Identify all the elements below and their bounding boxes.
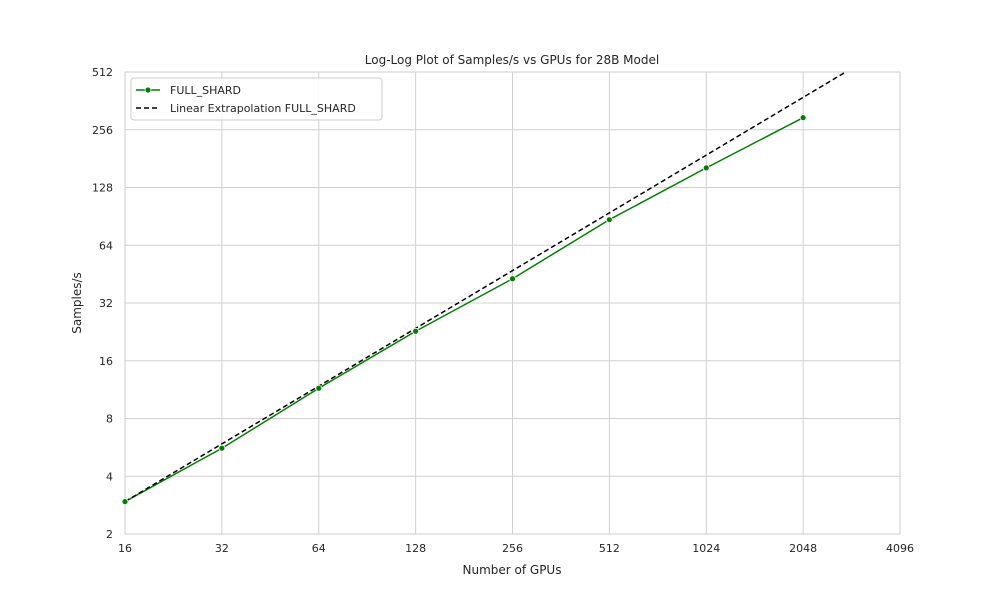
x-tick-label-16: 16 <box>118 542 132 555</box>
data-point-full-shard-128 <box>412 327 420 335</box>
x-tick-label-128: 128 <box>405 542 426 555</box>
y-axis-label: Samples/s <box>70 272 84 334</box>
y-tick-label-2: 2 <box>106 528 113 541</box>
x-tick-label-2048: 2048 <box>789 542 817 555</box>
y-tick-label-16: 16 <box>99 355 113 368</box>
x-axis-label: Number of GPUs <box>463 563 562 577</box>
y-tick-label-8: 8 <box>106 413 113 426</box>
x-tick-label-512: 512 <box>599 542 620 555</box>
series-line-full-shard <box>125 116 804 503</box>
y-tick-label-128: 128 <box>92 182 113 195</box>
series-group <box>125 72 848 503</box>
y-tick-label-256: 256 <box>92 124 113 137</box>
x-tick-label-32: 32 <box>215 542 229 555</box>
legend-marker-full-shard <box>144 86 152 94</box>
x-tick-label-64: 64 <box>312 542 326 555</box>
y-tick-label-4: 4 <box>106 470 113 483</box>
data-point-full-shard-1024 <box>702 164 710 172</box>
x-tick-label-4096: 4096 <box>886 542 914 555</box>
data-point-full-shard-16 <box>121 498 129 506</box>
y-tick-label-512: 512 <box>92 66 113 79</box>
legend-label-full-shard: FULL_SHARD <box>170 84 241 97</box>
data-point-full-shard-32 <box>218 444 226 452</box>
data-point-full-shard-2048 <box>799 114 807 122</box>
legend: FULL_SHARD Linear Extrapolation FULL_SHAR… <box>130 77 383 121</box>
plot-frame <box>124 71 901 535</box>
y-tick-label-32: 32 <box>99 297 113 310</box>
series-line-extrapolation <box>125 72 848 503</box>
y-tick-label-64: 64 <box>99 239 113 252</box>
x-tick-label-256: 256 <box>502 542 523 555</box>
legend-label-extrapolation: Linear Extrapolation FULL_SHARD <box>170 102 356 115</box>
data-point-full-shard-256 <box>509 275 516 283</box>
plot-area: 16 32 64 128 256 512 1024 2048 4096 2 4 8 16 32 64 128 2… <box>92 66 914 555</box>
data-point-full-shard-512 <box>605 216 613 224</box>
data-point-full-shard-64 <box>315 384 323 392</box>
legend-box <box>130 77 383 121</box>
chart-title: Log-Log Plot of Samples/s vs GPUs for 28… <box>365 53 659 67</box>
x-tick-label-1024: 1024 <box>692 542 720 555</box>
